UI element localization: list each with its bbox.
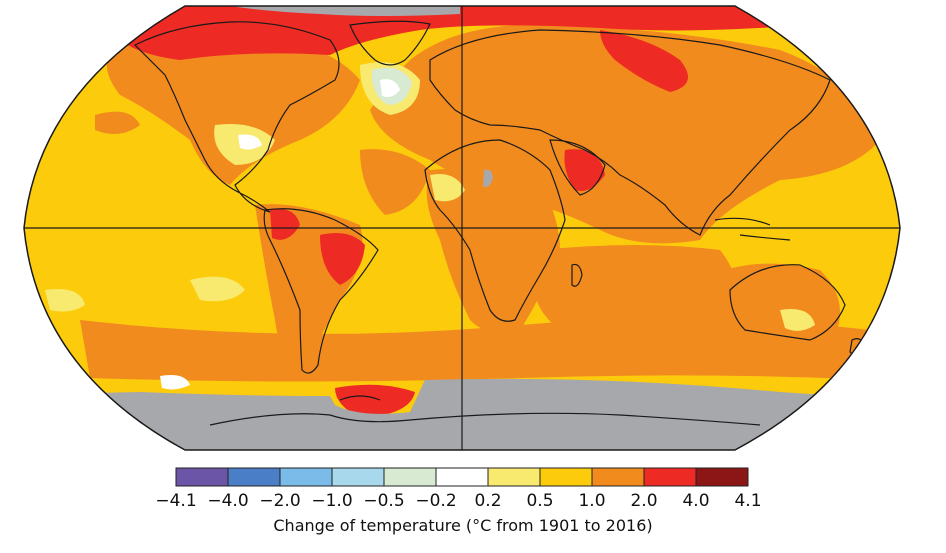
- madagascar-coastline: [571, 263, 583, 287]
- world-temperature-map: [23, 5, 901, 451]
- color-legend: −4.1 −4.0 −2.0 −1.0 −0.5 −0.2 0.2 0.5 1.0 2.0 4.0 4…: [155, 467, 762, 535]
- australia-coastline: [729, 264, 846, 341]
- southern-ocean-warm-band: [80, 318, 880, 382]
- legend-tick-label: −4.0: [207, 491, 248, 511]
- legend-swatch: [539, 467, 593, 487]
- legend-tick-label: 4.0: [682, 491, 709, 511]
- legend-tick-labels: −4.1 −4.0 −2.0 −1.0 −0.5 −0.2 0.2 0.5 1.0 2.0 4.0 4…: [155, 491, 761, 511]
- arabia-hot-region: [564, 149, 605, 191]
- sea-ice-no-data: [230, 6, 460, 16]
- legend-tick-label: 0.2: [474, 491, 501, 511]
- legend-swatches: [175, 467, 749, 487]
- legend-swatch: [591, 467, 645, 487]
- sahara-mild-region: [430, 174, 465, 202]
- andes-hot-region: [270, 209, 300, 240]
- legend-swatch: [487, 467, 541, 487]
- north-america-coastline: [133, 21, 340, 213]
- africa-warm-region: [426, 168, 560, 334]
- arabia-coastline: [549, 139, 606, 196]
- legend-swatch: [695, 467, 749, 487]
- pacific-warm-patch: [95, 111, 140, 134]
- us-neutral-region: [238, 134, 262, 150]
- legend-tick-label: 4.1: [734, 491, 761, 511]
- southern-ocean-neutral-region: [160, 375, 190, 390]
- west-pacific-mild-patch: [45, 289, 85, 312]
- lake-victoria-no-data: [483, 169, 493, 187]
- legend-swatch: [643, 467, 697, 487]
- legend-swatch: [331, 467, 385, 487]
- legend-tick-label: −0.5: [363, 491, 404, 511]
- warm-regions: [80, 24, 880, 382]
- legend-swatch: [435, 467, 489, 487]
- amazon-hot-region: [320, 232, 365, 285]
- legend-tick-label: 1.0: [578, 491, 605, 511]
- antarctica-no-data: [24, 378, 900, 450]
- legend-swatch: [175, 467, 229, 487]
- legend-swatch: [383, 467, 437, 487]
- antarctica-coastline: [209, 395, 761, 426]
- legend-tick-label: −1.0: [311, 491, 352, 511]
- south-america-coastline: [263, 208, 379, 374]
- indonesia-coastline: [714, 217, 791, 241]
- south-america-mild-region: [190, 276, 245, 302]
- siberia-hot-region: [600, 30, 688, 92]
- coastlines: [133, 20, 865, 426]
- legend-tick-label: −2.0: [259, 491, 300, 511]
- legend-swatch: [279, 467, 333, 487]
- north-america-warm-region: [106, 32, 361, 186]
- legend-tick-label: −4.1: [155, 491, 196, 511]
- eurasia-coastline: [429, 29, 831, 236]
- greenland-neutral-region: [380, 79, 400, 98]
- australia-mild-region: [780, 309, 815, 331]
- legend-tick-label: 2.0: [630, 491, 657, 511]
- map-border: [23, 5, 901, 451]
- arctic-hot-band: [120, 6, 840, 60]
- legend-title: Change of temperature (°C from 1901 to 2…: [273, 516, 652, 535]
- atlantic-warm-band: [360, 149, 430, 215]
- legend-swatch: [227, 467, 281, 487]
- greenland-coastline: [349, 20, 431, 66]
- antarctic-peninsula-hot-region: [335, 384, 415, 418]
- legend-tick-label: −0.2: [415, 491, 456, 511]
- hot-regions: [120, 6, 840, 418]
- africa-coastline: [424, 139, 566, 322]
- legend-tick-label: 0.5: [526, 491, 553, 511]
